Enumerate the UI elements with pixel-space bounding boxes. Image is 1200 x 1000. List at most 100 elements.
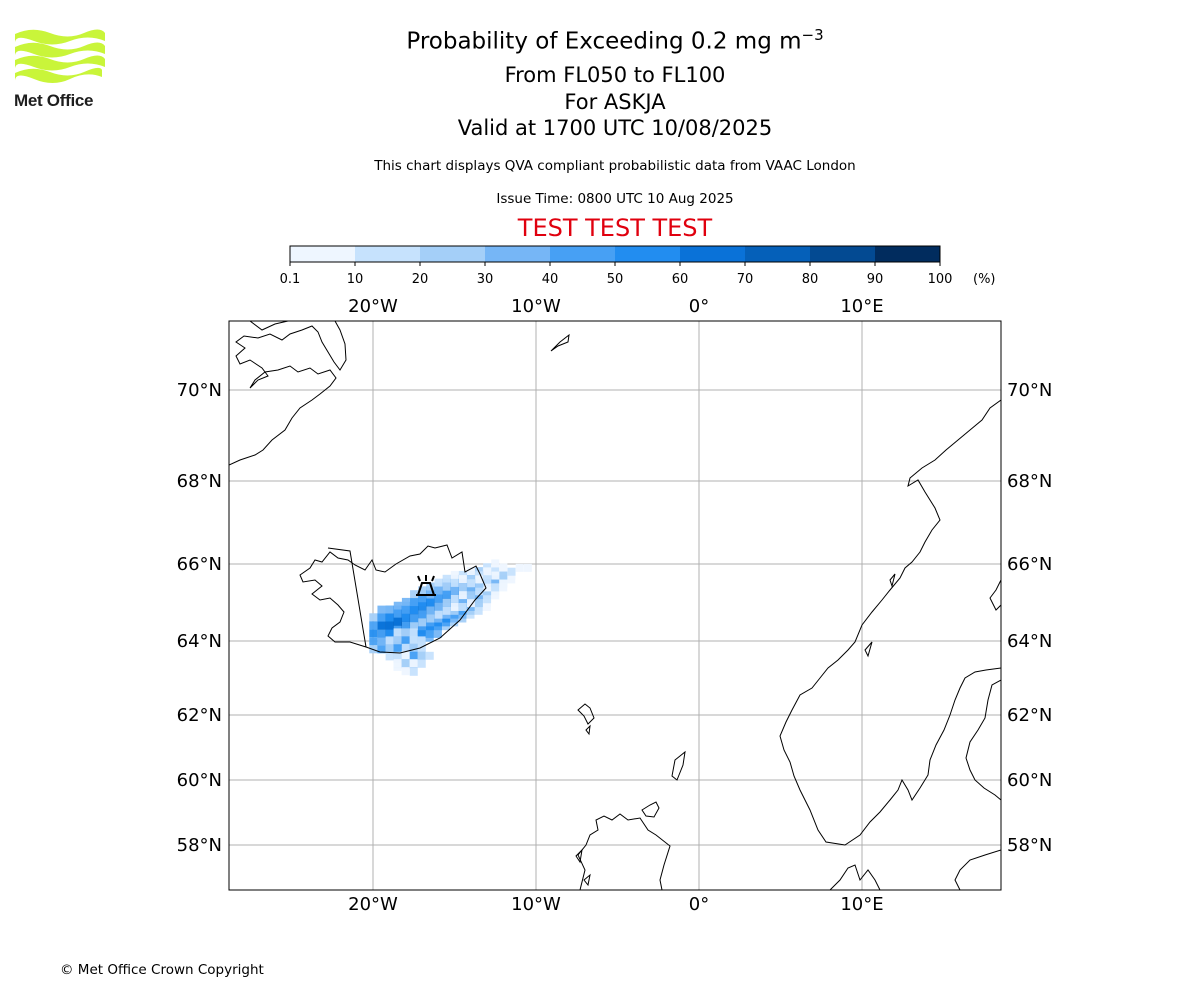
plume-cell <box>393 628 402 637</box>
volcano-name: For ASKJA <box>564 90 666 114</box>
lat-label-right: 58°N <box>1007 835 1052 856</box>
lon-label-bottom: 10°E <box>840 894 883 915</box>
plume-cell <box>515 563 524 572</box>
chart-title: Probability of Exceeding 0.2 mg m−3 <box>406 26 824 55</box>
colorbar-tick-label: 0.1 <box>280 272 301 287</box>
map-frame <box>228 320 1002 891</box>
lon-label-top: 10°E <box>840 296 883 317</box>
plume-cell <box>491 559 500 568</box>
plume-cell <box>409 628 418 637</box>
colorbar-tick-label: 80 <box>802 272 819 287</box>
plume-cell <box>458 591 467 600</box>
plume-cell <box>417 629 426 638</box>
plume-cell <box>385 629 394 638</box>
plume-cell <box>377 637 386 646</box>
coastlines <box>229 321 1001 890</box>
plume-cell <box>425 629 434 638</box>
lon-label-bottom: 20°W <box>348 894 398 915</box>
plume-cell <box>442 574 451 583</box>
plume-cell <box>409 651 418 660</box>
plume-cell <box>385 605 394 614</box>
plume-cell <box>401 628 410 637</box>
colorbar-tick-label: 40 <box>542 272 559 287</box>
plume-cell <box>434 594 443 603</box>
plume-cell <box>466 599 475 608</box>
plume-cell <box>393 644 402 653</box>
lon-label-top: 20°W <box>348 296 398 317</box>
plume-cell <box>499 563 508 572</box>
colorbar-tick-label: 100 <box>928 272 953 287</box>
plume-cell <box>369 621 378 630</box>
plume-cell <box>417 636 426 645</box>
lat-label-left: 66°N <box>177 554 222 575</box>
plume-cell <box>499 579 508 588</box>
plume-cell <box>401 636 410 645</box>
plume-cell <box>442 590 451 599</box>
colorbar-tick-label: 60 <box>672 272 689 287</box>
plume-cell <box>442 606 451 615</box>
plume-cell <box>410 614 419 623</box>
lon-label-bottom: 10°W <box>511 894 561 915</box>
plume-cell <box>401 651 410 660</box>
colorbar-segment <box>875 246 941 262</box>
plume-cell <box>475 587 484 596</box>
plume-cell <box>369 613 378 622</box>
plume-cell <box>393 662 402 671</box>
plume-cell <box>418 618 427 627</box>
plume-cell <box>483 563 492 572</box>
plume-cell <box>433 629 442 638</box>
lon-label-bottom: 0° <box>689 894 709 915</box>
coast-shetland <box>671 750 686 781</box>
lat-label-right: 70°N <box>1007 380 1052 401</box>
lat-label-left: 70°N <box>177 380 222 401</box>
colorbar-segment <box>550 246 616 262</box>
plume-cell <box>450 586 459 595</box>
plume-cell <box>417 643 426 652</box>
lon-label-top: 10°W <box>511 296 561 317</box>
valid-time: Valid at 1700 UTC 10/08/2025 <box>457 116 773 140</box>
colorbar-segment <box>420 246 486 262</box>
plume-cell <box>385 613 394 622</box>
coast-faroes <box>577 703 595 736</box>
colorbar-segment <box>745 246 811 262</box>
colorbar-segment <box>615 246 681 262</box>
plume-cell <box>458 602 467 611</box>
lat-label-left: 64°N <box>177 631 222 652</box>
colorbar-tick-label: 90 <box>867 272 884 287</box>
colorbar-segment <box>355 246 421 262</box>
plume-cell <box>466 567 475 576</box>
colorbar-tick-label: 30 <box>477 272 494 287</box>
plume-cell <box>410 590 419 599</box>
met-office-logo <box>15 29 105 83</box>
colorbar-unit: (%) <box>973 272 996 287</box>
plume-cell <box>417 651 426 660</box>
plume-cell <box>483 567 492 576</box>
plume-cell <box>377 613 386 622</box>
plume-cell <box>377 629 386 638</box>
plume-cell <box>409 643 418 652</box>
plume-cell <box>401 605 410 614</box>
plume-cell <box>523 563 532 572</box>
plume-cell <box>434 610 443 619</box>
plume-cell <box>499 571 508 580</box>
plume-cell <box>409 635 418 644</box>
lat-label-left: 60°N <box>177 770 222 791</box>
plume-cell <box>475 571 484 580</box>
lat-label-right: 60°N <box>1007 770 1052 791</box>
plume-cell <box>393 609 402 618</box>
plume-cell <box>483 583 492 592</box>
lat-label-left: 62°N <box>177 705 222 726</box>
colorbar-tick-label: 70 <box>737 272 754 287</box>
plume-cell <box>425 651 434 660</box>
lat-label-right: 66°N <box>1007 554 1052 575</box>
colorbar-segment <box>680 246 746 262</box>
plume-cell <box>474 599 483 608</box>
plume-cell <box>491 583 500 592</box>
plume-cell <box>393 601 402 610</box>
plume-cell <box>393 636 402 645</box>
plume-cell <box>385 621 394 630</box>
plume-cell <box>491 571 500 580</box>
coast-iceland <box>299 544 487 654</box>
colorbar-tick-label: 20 <box>412 272 429 287</box>
plume-cell <box>458 575 467 584</box>
